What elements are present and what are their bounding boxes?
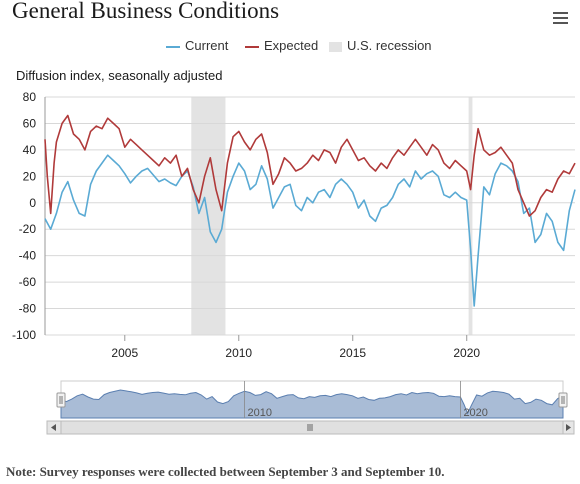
x-tick-label: 2005 [111,346,138,360]
navigator-handle-left[interactable] [56,392,66,408]
handle-grip[interactable] [558,392,568,408]
y-tick-label: 60 [23,116,37,130]
y-tick-label: -40 [19,249,37,263]
legend-item-current[interactable]: Current [166,38,228,53]
recession-band [468,97,473,335]
series-line-expected [44,114,576,217]
navigator-series-area [60,389,564,419]
legend-item-recession[interactable]: U.S. recession [329,38,432,53]
legend-swatch-recession [329,41,342,52]
menu-bar [553,17,568,19]
legend-label-current: Current [185,38,229,53]
main-chart: 80 60 40 20 0 -20 -40 -60 -80 -100 2005 2010 2015 202… [12,90,576,360]
legend-swatch-current [166,45,180,48]
y-tick-label: -20 [19,222,37,236]
menu-bar [553,12,568,14]
arrow-left-icon [51,424,56,431]
x-tick-label: 2020 [453,346,480,360]
x-tick-label: 2010 [225,346,252,360]
y-tick-label: -80 [19,302,37,316]
legend-item-expected[interactable]: Expected [245,38,318,53]
x-tick-label: 2015 [339,346,366,360]
navigator-handle-right[interactable] [558,392,568,408]
chart-title: General Business Conditions [12,0,280,23]
y-tick-label: 80 [23,90,37,104]
menu-bar [553,22,568,24]
navigator-tick-label: 2010 [248,407,272,419]
chart-legend: Current Expected U.S. recession [0,38,580,56]
hamburger-menu-icon[interactable] [553,12,568,26]
navigator[interactable]: 2010 2020 [0,375,580,445]
y-tick-label: -100 [12,328,36,342]
series-line-current [44,154,576,307]
survey-note: Note: Survey responses were collected be… [6,464,445,479]
handle-grip[interactable] [56,392,66,408]
y-tick-label: 40 [23,143,37,157]
y-tick-label: -60 [19,275,37,289]
legend-label-recession: U.S. recession [347,38,432,53]
y-tick-label: 20 [23,169,37,183]
y-axis-label: Diffusion index, seasonally adjusted [16,68,223,83]
navigator-tick-label: 2020 [463,407,487,419]
y-tick-label: 0 [29,196,36,210]
legend-swatch-expected [245,45,259,48]
legend-label-expected: Expected [264,38,319,53]
arrow-right-icon [566,424,571,431]
